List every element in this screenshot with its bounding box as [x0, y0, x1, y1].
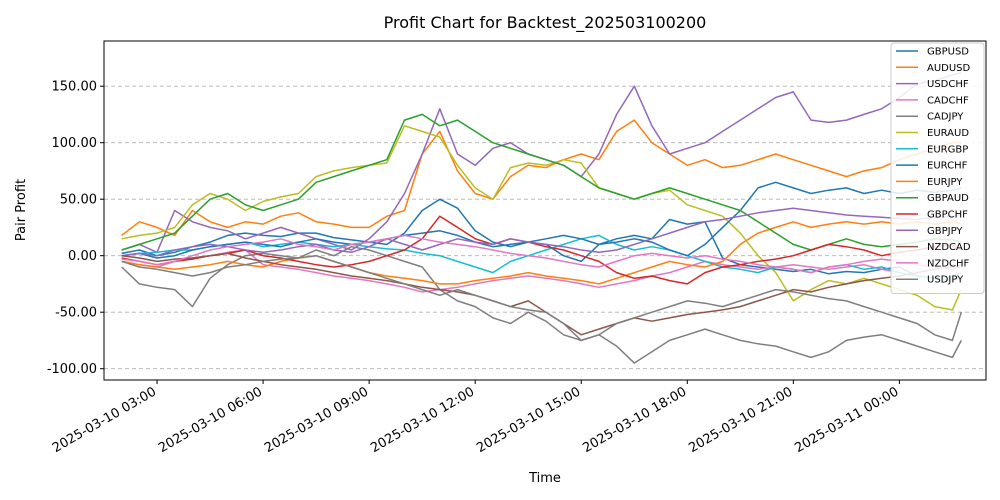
legend-label: USDCHF — [927, 79, 969, 90]
series-line-audusd — [121, 119, 962, 237]
series-line-eurchf — [121, 181, 962, 259]
legend-label: NZDCHF — [927, 258, 970, 269]
series-line-cadjpy — [121, 245, 962, 364]
series-line-gbpjpy — [121, 207, 962, 257]
legend-label: GBPJPY — [927, 226, 963, 237]
y-tick-label: -50.00 — [55, 306, 97, 321]
y-tick-label: 0.00 — [68, 249, 97, 264]
legend-label: GBPAUD — [927, 193, 969, 204]
legend-label: CADCHF — [927, 95, 969, 106]
legend-label: USDJPY — [927, 275, 964, 286]
series-line-gbpchf — [121, 215, 962, 285]
series-line-euraud — [121, 125, 962, 311]
y-axis-title: Pair Profit — [14, 179, 29, 241]
series-line-nzdchf — [121, 234, 962, 274]
y-tick-label: 50.00 — [60, 193, 97, 208]
legend-label: GBPCHF — [927, 210, 968, 221]
series-line-cadchf — [121, 249, 962, 293]
series-line-eurjpy — [121, 221, 962, 285]
legend-label: NZDCAD — [927, 242, 971, 253]
legend-label: GBPUSD — [927, 47, 969, 58]
chart-title: Profit Chart for Backtest_202503100200 — [384, 13, 707, 33]
series-line-usdjpy — [121, 254, 963, 342]
series-lines — [121, 71, 963, 364]
y-tick-label: 150.00 — [52, 80, 98, 95]
y-axis: -100.00 -50.00 0.00 50.00 100.00 150.00 — [47, 80, 104, 377]
legend-label: EURJPY — [927, 177, 963, 188]
legend-label: AUDUSD — [927, 63, 971, 74]
y-tick-label: 100.00 — [52, 136, 98, 151]
legend-label: EURGBP — [927, 144, 968, 155]
legend-label: CADJPY — [927, 112, 964, 123]
legend-label: EURCHF — [927, 161, 968, 172]
legend: GBPUSD AUDUSD USDCHF CADCHF CADJPY EURAUD EURG… — [890, 42, 985, 294]
plot-frame — [103, 40, 987, 381]
y-tick-label: -100.00 — [47, 362, 97, 377]
legend-label: EURAUD — [927, 128, 969, 139]
x-axis-title: Time — [528, 471, 561, 486]
